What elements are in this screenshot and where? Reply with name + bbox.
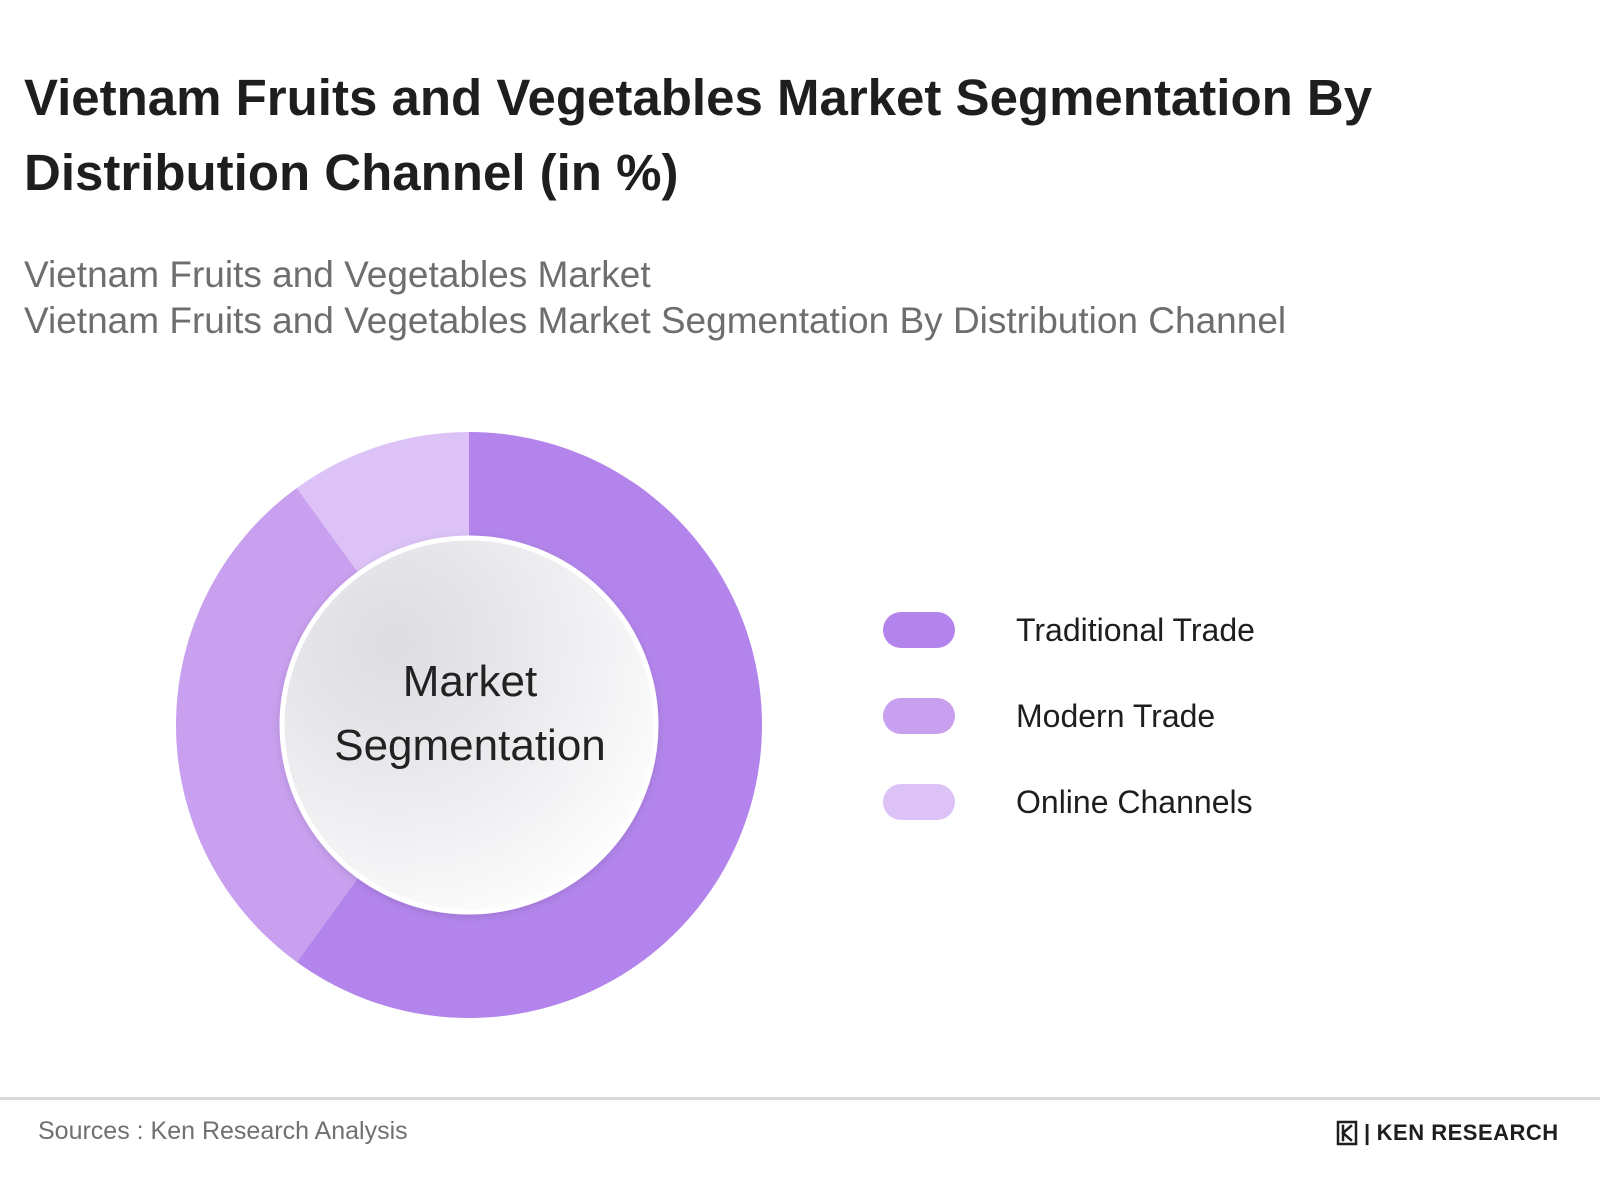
page-title: Vietnam Fruits and Vegetables Market Seg… [24,60,1524,210]
legend-swatch-traditional-trade [883,612,955,648]
legend-label-online-channels: Online Channels [1016,784,1253,820]
title-line-1: Vietnam Fruits and Vegetables Market Seg… [24,69,1373,126]
title-line-2: Distribution Channel (in %) [24,144,679,201]
donut-center-label: Market Segmentation [280,650,660,778]
center-label-line-2: Segmentation [334,721,606,770]
donut-center-disc [279,535,659,915]
subtitle: Vietnam Fruits and Vegetables Market Vie… [24,252,1524,344]
subtitle-line-1: Vietnam Fruits and Vegetables Market [24,254,651,295]
legend-label-traditional-trade: Traditional Trade [1016,612,1255,648]
legend-item-modern-trade: Modern Trade [883,696,1483,736]
ken-logo-mark-icon [1336,1120,1358,1146]
ken-research-logo: | KEN RESEARCH [1336,1118,1559,1148]
legend-label-modern-trade: Modern Trade [1016,698,1216,734]
legend-item-traditional-trade: Traditional Trade [883,610,1483,650]
center-label-line-1: Market [402,657,538,706]
source-note: Sources : Ken Research Analysis [38,1117,408,1145]
ken-logo-separator: | [1364,1120,1371,1145]
footer-divider [0,1097,1600,1100]
legend-item-online-channels: Online Channels [883,782,1483,822]
legend-swatch-modern-trade [883,698,955,734]
legend-swatch-online-channels [883,784,955,820]
subtitle-line-2: Vietnam Fruits and Vegetables Market Seg… [24,300,1287,341]
ken-logo-text: KEN RESEARCH [1376,1120,1559,1145]
